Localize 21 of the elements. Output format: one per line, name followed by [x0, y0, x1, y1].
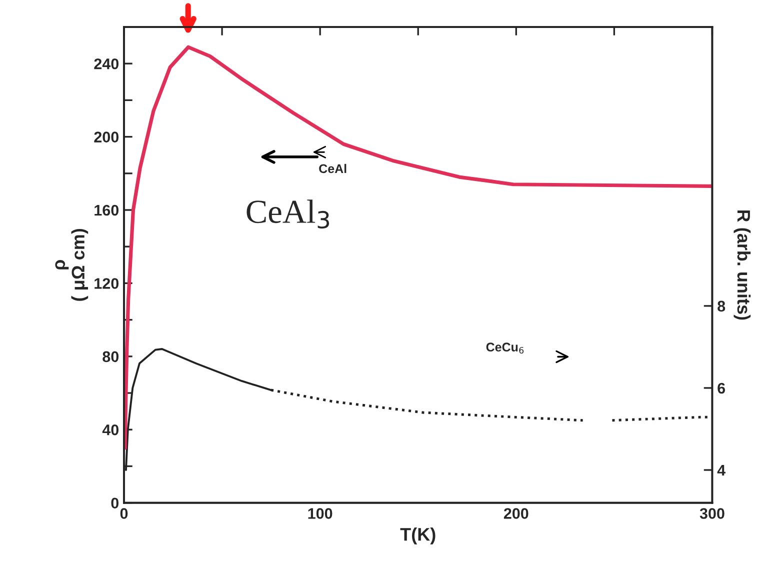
y-tick-label: 160: [94, 204, 119, 216]
x-tick-label: 200: [504, 508, 528, 519]
y-tick-label: 40: [102, 424, 119, 436]
annotation: CeCu$_{6}$: [486, 342, 524, 354]
x-tick-label: 300: [700, 508, 724, 519]
x-tick-label: 0: [120, 508, 128, 519]
y-tick-label: 0: [111, 498, 119, 509]
x-axis-title: T(K): [400, 527, 436, 544]
y2-tick-label: 6: [718, 382, 726, 394]
y2-tick-label: 4: [717, 465, 726, 476]
y-axis-title: ρ ( μΩ cm): [55, 228, 88, 301]
x-tick-label: 100: [308, 508, 332, 519]
y2-tick-label: 8: [718, 300, 726, 312]
line-series: [124, 45, 712, 450]
annotation: CeAl$_{3}$: [246, 200, 330, 229]
y-tick-label: 200: [94, 132, 119, 142]
y2-axis-title: R (arb. units): [734, 210, 751, 320]
y-tick-label: 120: [94, 278, 119, 289]
annotation: CeAl: [319, 164, 346, 174]
y-tick-label: 80: [102, 351, 119, 362]
y-tick-label: 240: [94, 58, 119, 70]
